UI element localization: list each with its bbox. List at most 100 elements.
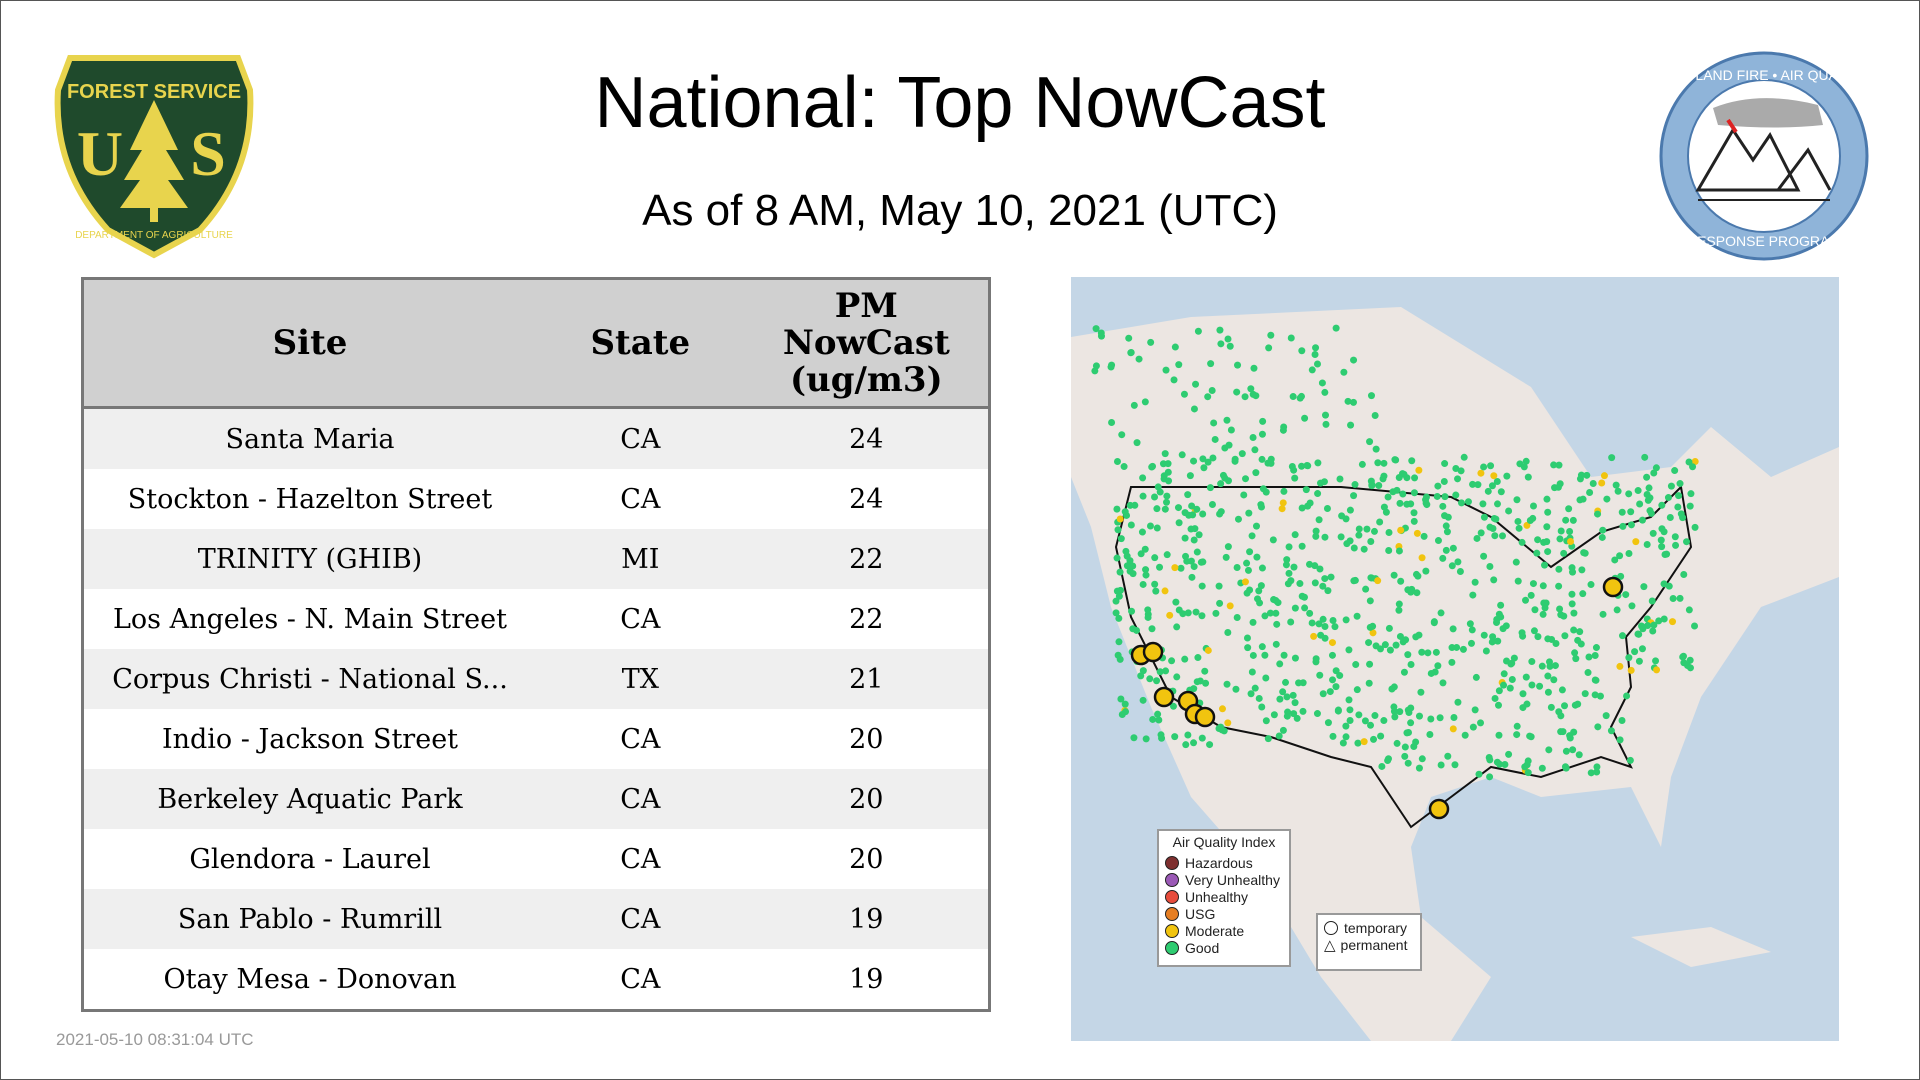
site-marker [1209, 454, 1217, 462]
site-marker [1608, 454, 1616, 462]
legend-label: Moderate [1185, 922, 1245, 939]
site-marker [1251, 684, 1259, 692]
site-marker [1121, 508, 1129, 516]
site-marker [1625, 654, 1633, 662]
site-marker [1365, 639, 1373, 647]
site-marker [1366, 660, 1374, 668]
site-marker [1491, 532, 1499, 540]
site-marker [1539, 582, 1547, 590]
site-marker [1653, 666, 1661, 674]
site-marker [1576, 628, 1584, 636]
site-marker [1127, 349, 1135, 357]
site-marker [1396, 632, 1404, 640]
site-marker [1543, 523, 1551, 531]
site-marker [1480, 463, 1488, 471]
site-marker [1384, 756, 1392, 764]
site-marker [1355, 711, 1363, 719]
site-marker [1410, 489, 1418, 497]
site-marker [1616, 662, 1624, 670]
site-marker [1658, 543, 1666, 551]
site-marker [1153, 677, 1161, 685]
site-marker [1691, 523, 1699, 531]
site-marker [1302, 486, 1310, 494]
site-marker [1184, 609, 1192, 617]
aqi-map[interactable]: Air Quality Index Hazardous Very Unhealth… [1071, 277, 1839, 1041]
site-marker [1204, 458, 1212, 466]
site-marker [1352, 661, 1360, 669]
site-marker [1346, 506, 1354, 514]
site-marker [1449, 725, 1457, 733]
site-marker [1232, 685, 1240, 693]
us-border [1114, 484, 1693, 829]
aqi-color-swatch-icon [1165, 872, 1179, 887]
site-marker [1655, 617, 1663, 625]
site-marker [1342, 515, 1350, 523]
site-marker [1570, 626, 1578, 634]
site-marker [1395, 600, 1403, 608]
site-marker [1171, 343, 1179, 351]
site-marker [1646, 494, 1654, 502]
site-marker [1666, 514, 1674, 522]
site-marker [1452, 491, 1460, 499]
site-marker [1395, 547, 1403, 555]
site-marker [1389, 488, 1397, 496]
site-marker [1486, 523, 1494, 531]
site-marker [1319, 582, 1327, 590]
site-marker [1371, 411, 1379, 419]
site-marker [1133, 439, 1141, 447]
nowcast-cell: 20 [744, 709, 990, 769]
site-marker [1449, 625, 1457, 633]
site-marker [1204, 393, 1212, 401]
site-marker [1366, 438, 1374, 446]
site-marker [1280, 651, 1288, 659]
site-marker [1331, 623, 1339, 631]
site-marker [1108, 419, 1116, 427]
site-marker [1257, 582, 1265, 590]
site-marker [1676, 480, 1684, 488]
site-marker [1262, 717, 1270, 725]
site-marker [1216, 510, 1224, 518]
site-marker [1533, 549, 1541, 557]
site-marker [1652, 657, 1660, 665]
site-type-legend: temporary △ permanent [1316, 913, 1422, 971]
site-marker [1144, 613, 1152, 621]
nowcast-cell: 22 [744, 529, 990, 589]
site-marker [1439, 679, 1447, 687]
site-marker [1367, 392, 1375, 400]
site-marker [1202, 679, 1210, 687]
site-marker [1198, 734, 1206, 742]
site-marker [1466, 620, 1474, 628]
site-marker [1112, 597, 1120, 605]
site-marker [1381, 641, 1389, 649]
site-marker [1644, 622, 1652, 630]
site-marker [1439, 554, 1447, 562]
site-marker [1570, 609, 1578, 617]
site-marker [1469, 723, 1477, 731]
site-marker [1643, 541, 1651, 549]
site-marker [1298, 504, 1306, 512]
site-marker [1303, 461, 1311, 469]
site-marker [1291, 531, 1299, 539]
site-marker [1495, 687, 1503, 695]
triangle-icon: △ [1324, 936, 1336, 954]
site-marker [1400, 470, 1408, 478]
site-marker [1434, 537, 1442, 545]
site-marker [1512, 558, 1520, 566]
site-marker [1123, 562, 1131, 570]
site-marker [1397, 577, 1405, 585]
site-marker [1640, 583, 1648, 591]
site-marker [1568, 590, 1576, 598]
site-marker [1494, 637, 1502, 645]
site-marker [1211, 435, 1219, 443]
site-marker [1217, 480, 1225, 488]
site-marker [1361, 717, 1369, 725]
site-marker [1198, 582, 1206, 590]
site-marker [1298, 542, 1306, 550]
site-marker [1490, 576, 1498, 584]
site-marker [1413, 529, 1421, 537]
site-marker [1193, 678, 1201, 686]
site-marker [1594, 510, 1602, 518]
site-marker [1561, 702, 1569, 710]
state-cell: CA [536, 829, 745, 889]
site-marker [1258, 455, 1266, 463]
